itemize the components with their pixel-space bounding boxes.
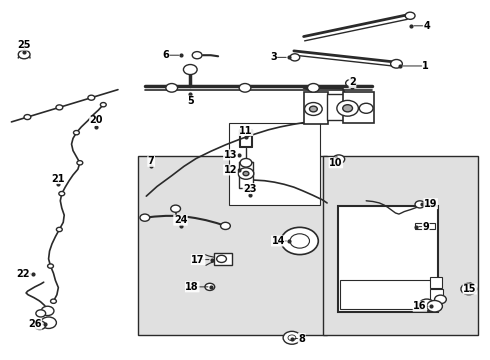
Circle shape <box>310 106 318 112</box>
Bar <box>214 253 232 265</box>
Circle shape <box>48 264 53 268</box>
Text: 9: 9 <box>422 222 429 231</box>
Circle shape <box>435 295 446 304</box>
Bar <box>239 162 253 188</box>
Bar <box>430 277 442 288</box>
Text: 18: 18 <box>185 282 199 292</box>
Text: 13: 13 <box>223 150 237 160</box>
Circle shape <box>24 114 31 120</box>
Bar <box>323 156 478 335</box>
Text: 17: 17 <box>191 255 205 265</box>
Bar <box>229 123 320 205</box>
Circle shape <box>77 161 83 165</box>
Bar <box>327 94 344 121</box>
Text: 7: 7 <box>148 156 154 166</box>
Circle shape <box>41 306 54 316</box>
Bar <box>430 289 443 302</box>
Text: 24: 24 <box>174 215 187 225</box>
Circle shape <box>50 299 56 303</box>
Circle shape <box>405 12 415 19</box>
Circle shape <box>220 222 230 229</box>
Circle shape <box>240 158 252 167</box>
Circle shape <box>345 80 355 87</box>
Text: 12: 12 <box>223 165 237 175</box>
Text: 23: 23 <box>243 184 257 194</box>
Circle shape <box>166 84 177 92</box>
Text: 6: 6 <box>163 50 169 60</box>
Circle shape <box>171 205 180 212</box>
Text: 1: 1 <box>422 61 429 71</box>
Circle shape <box>56 227 62 231</box>
Circle shape <box>290 54 300 61</box>
Circle shape <box>308 84 319 92</box>
Text: 4: 4 <box>423 21 430 31</box>
Circle shape <box>391 60 400 67</box>
Circle shape <box>415 201 425 208</box>
Circle shape <box>333 155 344 163</box>
Text: 22: 22 <box>17 269 30 279</box>
Text: 26: 26 <box>28 319 42 329</box>
Circle shape <box>391 59 402 68</box>
Circle shape <box>74 131 79 135</box>
Circle shape <box>41 317 56 328</box>
Circle shape <box>305 103 322 116</box>
Circle shape <box>140 214 150 221</box>
Text: 3: 3 <box>270 52 277 62</box>
Circle shape <box>419 299 435 311</box>
Circle shape <box>34 321 46 329</box>
Circle shape <box>288 335 296 341</box>
Circle shape <box>36 310 46 317</box>
Circle shape <box>59 192 65 196</box>
Bar <box>338 206 438 312</box>
Circle shape <box>192 51 202 59</box>
Circle shape <box>343 105 352 112</box>
Circle shape <box>427 301 442 312</box>
Circle shape <box>461 283 477 295</box>
Circle shape <box>243 171 249 176</box>
Text: 25: 25 <box>18 40 31 50</box>
Circle shape <box>238 168 254 179</box>
Circle shape <box>290 234 310 248</box>
Text: 10: 10 <box>329 158 343 168</box>
Text: 19: 19 <box>424 199 438 209</box>
Text: 11: 11 <box>239 126 253 135</box>
Circle shape <box>88 95 95 100</box>
Text: 15: 15 <box>463 284 476 294</box>
Circle shape <box>56 105 63 110</box>
Bar <box>340 280 436 309</box>
Text: 8: 8 <box>298 333 305 343</box>
Bar <box>304 92 328 124</box>
Text: 2: 2 <box>349 77 356 87</box>
Circle shape <box>183 64 197 75</box>
Circle shape <box>239 84 251 92</box>
Circle shape <box>217 255 226 262</box>
Text: 16: 16 <box>413 301 427 311</box>
Text: 14: 14 <box>271 236 285 246</box>
Text: 21: 21 <box>51 174 65 184</box>
Bar <box>415 223 435 229</box>
Circle shape <box>281 227 318 255</box>
Circle shape <box>205 283 215 291</box>
Text: 20: 20 <box>90 116 103 126</box>
Bar <box>343 92 374 123</box>
Circle shape <box>337 100 358 116</box>
Circle shape <box>283 331 301 344</box>
Circle shape <box>359 103 373 113</box>
Circle shape <box>18 50 30 59</box>
Bar <box>138 156 327 335</box>
Text: 5: 5 <box>187 96 194 106</box>
Circle shape <box>100 103 106 107</box>
